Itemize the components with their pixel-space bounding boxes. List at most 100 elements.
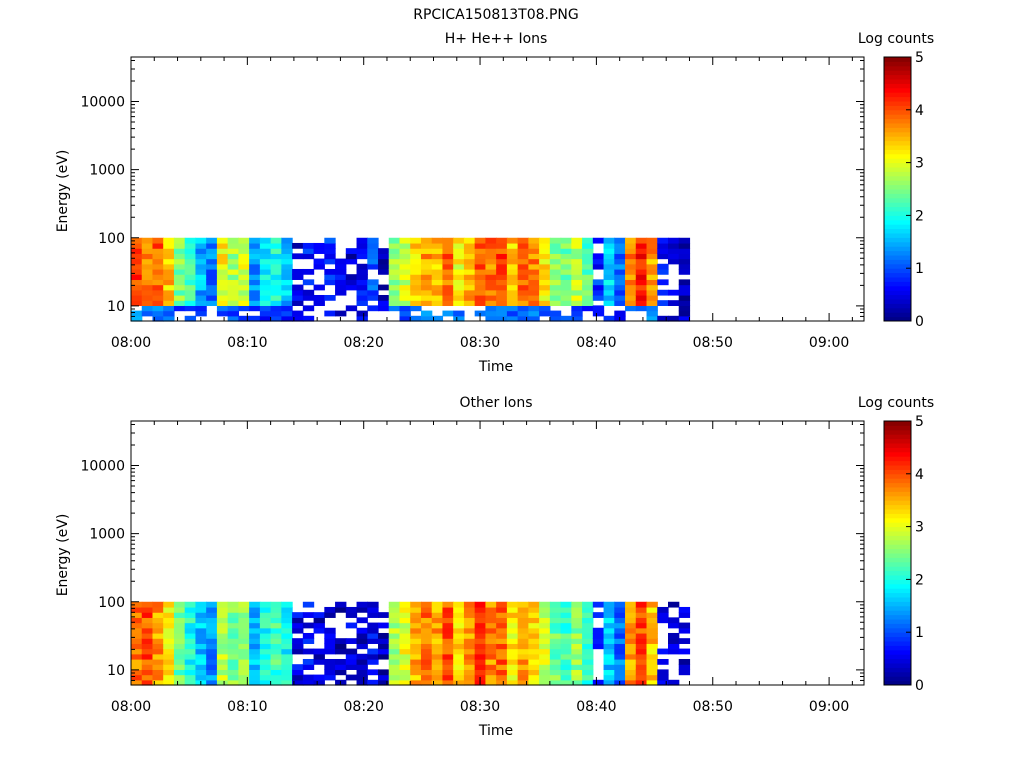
heatmap-cell: [173, 294, 186, 301]
heatmap-cell: [506, 606, 519, 613]
colorbar-segment: [884, 105, 911, 111]
heatmap-cell: [571, 289, 583, 296]
heatmap-cell: [646, 315, 658, 322]
heatmap-cell: [410, 627, 422, 634]
heatmap-cell: [163, 638, 175, 644]
heatmap-cell: [410, 601, 422, 608]
heatmap-cell: [635, 622, 648, 629]
heatmap-cell: [367, 248, 379, 254]
heatmap-cell: [216, 305, 229, 312]
colorbar-segment: [884, 553, 911, 558]
heatmap-cell: [485, 669, 497, 676]
heatmap-cell: [517, 674, 529, 681]
x-tick-label: 08:40: [576, 699, 616, 715]
heatmap-cell: [485, 310, 497, 317]
heatmap-cell: [485, 658, 497, 665]
heatmap-cell: [463, 643, 476, 650]
heatmap-cell: [216, 268, 229, 275]
heatmap-cell: [453, 248, 465, 254]
heatmap-cell: [378, 622, 390, 629]
heatmap-cell: [431, 669, 444, 676]
heatmap-cell: [281, 638, 293, 644]
heatmap-cell: [270, 279, 282, 286]
heatmap-cell: [635, 606, 648, 613]
heatmap-cell: [367, 638, 379, 644]
heatmap-cell: [206, 268, 218, 275]
heatmap-cell: [388, 622, 401, 629]
heatmap-cell: [485, 632, 497, 639]
heatmap-cell: [141, 258, 154, 265]
colorbar-segment: [884, 509, 911, 514]
heatmap-cell: [582, 258, 594, 265]
heatmap-cell: [270, 601, 282, 608]
heatmap-cell: [625, 653, 637, 660]
heatmap-cell: [281, 315, 293, 322]
heatmap-cell: [324, 268, 336, 275]
heatmap-cell: [388, 279, 401, 286]
heatmap-cell: [560, 669, 572, 676]
heatmap-cell: [528, 268, 540, 275]
heatmap-cell: [173, 237, 186, 244]
heatmap-cell: [571, 638, 583, 644]
heatmap-cell: [152, 648, 164, 655]
heatmap-cell: [259, 242, 272, 249]
colorbar-segment: [884, 623, 911, 629]
heatmap-cell: [131, 263, 143, 270]
heatmap-cell: [420, 294, 433, 301]
heatmap-cell: [292, 643, 304, 650]
heatmap-cell: [539, 606, 551, 613]
heatmap-cell: [410, 289, 422, 296]
heatmap-cell: [474, 664, 487, 670]
heatmap-cell: [270, 658, 282, 665]
heatmap-cell: [668, 237, 680, 244]
heatmap-cell: [614, 627, 626, 634]
heatmap-cell: [614, 300, 626, 306]
heatmap-cell: [614, 622, 626, 629]
heatmap-cell: [227, 648, 239, 655]
heatmap-cell: [549, 648, 562, 655]
colorbar-frame: [883, 56, 912, 322]
heatmap-cell: [313, 294, 325, 301]
heatmap-cell: [506, 284, 519, 291]
heatmap-cell: [141, 294, 154, 301]
heatmap-cell: [238, 617, 250, 624]
heatmap-cell: [420, 674, 433, 681]
heatmap-cell: [571, 294, 583, 301]
heatmap-cell: [206, 648, 218, 655]
heatmap-cell: [625, 253, 637, 260]
heatmap-cell: [152, 679, 164, 686]
heatmap-cell: [281, 627, 293, 634]
heatmap-cell: [173, 674, 186, 681]
heatmap-cell: [163, 648, 175, 655]
heatmap-cell: [152, 279, 164, 286]
heatmap-cell: [549, 294, 562, 301]
heatmap-cell: [259, 606, 272, 613]
heatmap-cell: [281, 632, 293, 639]
heatmap-cell: [163, 263, 175, 270]
heatmap-cell: [270, 674, 282, 681]
heatmap-cell: [496, 638, 508, 644]
heatmap-cell: [474, 643, 487, 650]
heatmap-cell: [560, 253, 572, 260]
heatmap-cell: [603, 679, 615, 686]
heatmap-cell: [614, 258, 626, 265]
heatmap-cell: [152, 294, 164, 301]
heatmap-cell: [173, 653, 186, 660]
heatmap-cell: [442, 648, 454, 655]
heatmap-cell: [668, 300, 680, 306]
heatmap-cell: [571, 310, 583, 317]
heatmap-cell: [259, 274, 272, 280]
heatmap-cell: [539, 294, 551, 301]
heatmap-cell: [539, 658, 551, 665]
heatmap-cell: [378, 679, 390, 686]
heatmap-cell: [324, 674, 336, 681]
heatmap-cell: [592, 237, 605, 244]
heatmap-cell: [560, 606, 572, 613]
heatmap-cell: [259, 248, 272, 254]
heatmap-cell: [399, 274, 411, 280]
heatmap-cell: [625, 248, 637, 254]
heatmap-cell: [356, 237, 368, 244]
colorbar-segment: [884, 482, 911, 488]
heatmap-cell: [517, 279, 529, 286]
colorbar-segment: [884, 570, 911, 576]
